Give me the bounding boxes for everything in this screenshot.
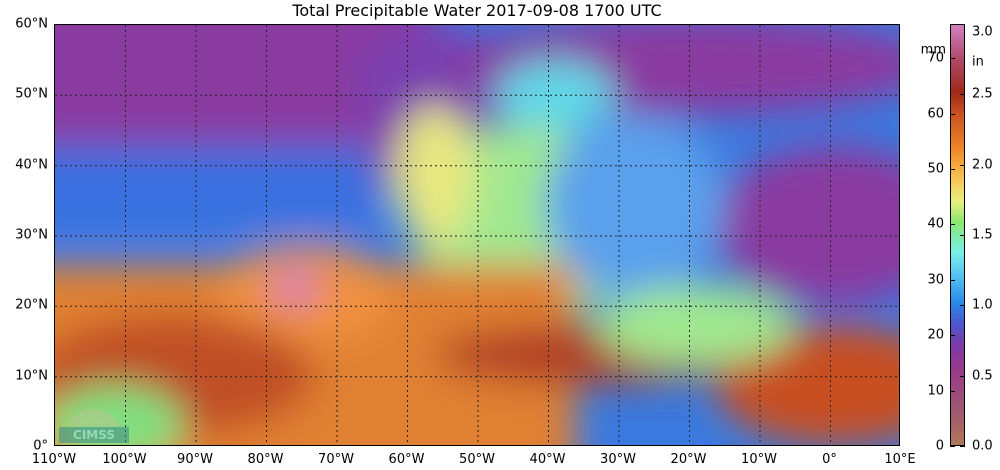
lat-label: 10°N [15,368,48,384]
map-title: Total Precipitable Water 2017-09-08 1700… [292,1,662,20]
lat-label: 20°N [15,297,48,313]
tick-mark [950,113,955,115]
colorbar-in-tick: 2.5 [972,86,993,102]
lon-label: 10°W [741,452,777,467]
tick-mark [960,375,965,377]
tick-mark [960,94,965,96]
tick-mark [960,164,965,166]
colorbar-in-tick: 1.5 [972,227,993,243]
lon-label: 30°W [600,452,636,467]
lat-label: 40°N [15,157,48,173]
lon-label: 20°W [670,452,707,467]
colorbar-mm-tick: 40 [927,216,944,232]
tpw-map: CIMSS [54,24,900,446]
colorbar-in-tick: 0.0 [972,438,993,454]
lon-label: 80°W [247,452,284,467]
colorbar-in-tick: 3.0 [972,24,993,40]
tick-mark [950,335,955,337]
colorbar-mm-tick: 0 [935,438,944,454]
colorbar-mm-tick: 50 [927,161,944,177]
tick-mark [950,58,955,60]
tick-mark [950,390,955,392]
tick-mark [950,279,955,281]
tpw-field [55,25,899,445]
lon-label: 100°W [102,452,147,467]
colorbar-mm-unit: mm [920,42,946,58]
colorbar-mm-tick: 60 [927,106,944,122]
cimss-logo: CIMSS [59,391,129,443]
lon-label: 60°W [388,452,425,467]
colorbar-mm-tick: 10 [927,383,944,399]
colorbar-in-tick: 2.0 [972,157,993,173]
lon-label: 40°W [529,452,566,467]
colorbar-mm-tick: 30 [927,272,944,288]
lat-label: 50°N [15,86,48,102]
lat-label: 60°N [15,16,48,32]
lon-label: 90°W [177,452,213,467]
colorbar-mm-tick: 20 [927,327,944,343]
colorbar-in-unit: in [972,54,984,70]
lon-label: 50°W [459,452,495,467]
colorbar-mm-tick: 70 [927,50,944,66]
svg-text:CIMSS: CIMSS [73,428,115,442]
colorbar-in-tick: 1.0 [972,297,993,313]
lon-label: 110°W [31,452,77,467]
lon-label: 10°E [884,452,916,467]
lon-label: 70°W [318,452,354,467]
colorbar-in-tick: 0.5 [972,368,993,384]
tick-mark [950,446,955,447]
tick-mark [950,224,955,226]
tick-mark [960,235,965,236]
tick-mark [960,24,965,25]
tick-mark [960,305,965,307]
tick-mark [950,169,955,171]
lat-label: 0° [33,438,48,454]
lon-label: 0° [822,452,837,467]
tick-mark [960,446,965,447]
lat-label: 30°N [15,227,48,243]
